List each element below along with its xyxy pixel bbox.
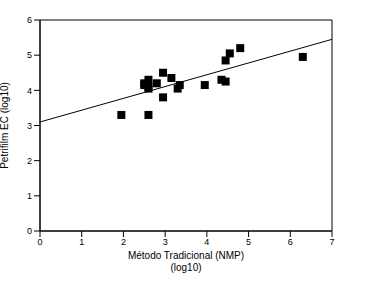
svg-text:2: 2 bbox=[121, 237, 126, 247]
svg-text:5: 5 bbox=[27, 50, 32, 60]
svg-text:3: 3 bbox=[27, 121, 32, 131]
svg-text:2: 2 bbox=[27, 156, 32, 166]
svg-text:6: 6 bbox=[288, 237, 293, 247]
svg-text:Petrifilm EC (log10): Petrifilm EC (log10) bbox=[8, 82, 10, 169]
svg-text:4: 4 bbox=[204, 237, 209, 247]
svg-text:0: 0 bbox=[27, 226, 32, 236]
svg-text:5: 5 bbox=[246, 237, 251, 247]
svg-text:1: 1 bbox=[27, 191, 32, 201]
svg-text:6: 6 bbox=[27, 15, 32, 25]
svg-text:0: 0 bbox=[37, 237, 42, 247]
svg-text:Método Tradicional (NMP)(log10: Método Tradicional (NMP)(log10) bbox=[128, 250, 244, 273]
svg-text:3: 3 bbox=[163, 237, 168, 247]
svg-text:4: 4 bbox=[27, 86, 32, 96]
svg-text:7: 7 bbox=[329, 237, 334, 247]
svg-text:1: 1 bbox=[79, 237, 84, 247]
